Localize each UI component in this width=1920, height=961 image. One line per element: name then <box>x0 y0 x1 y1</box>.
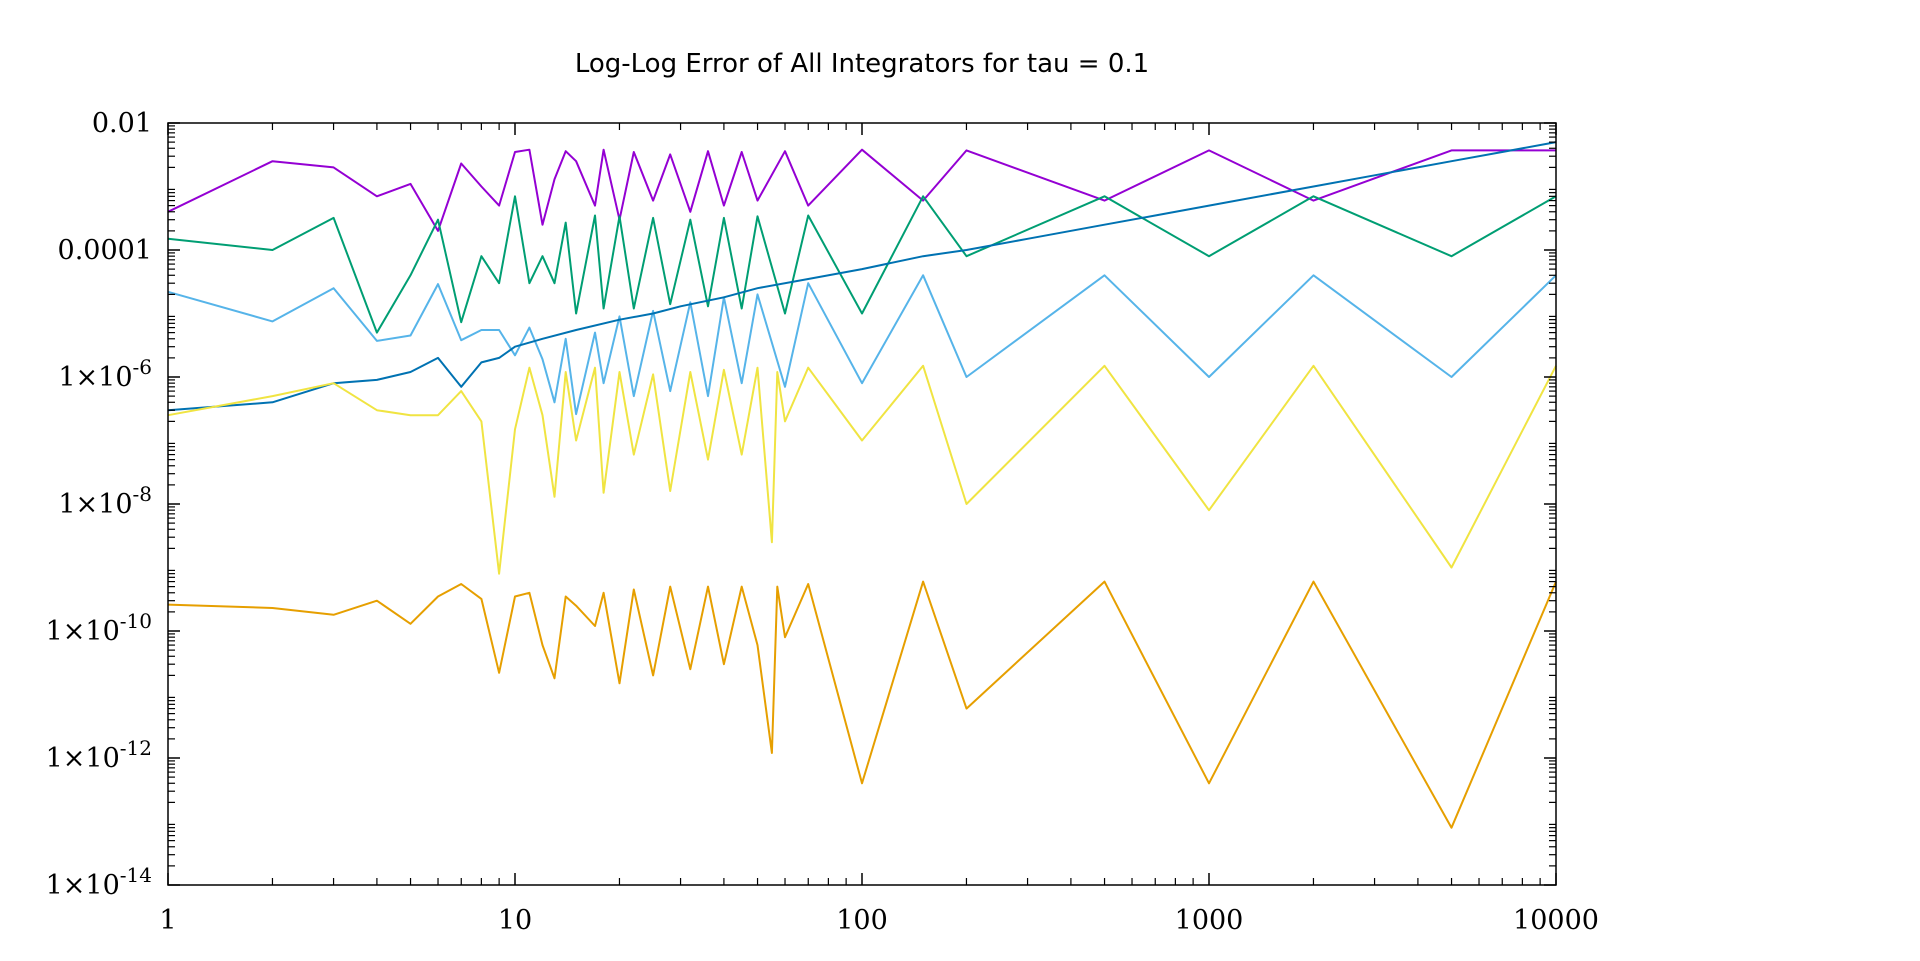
y-tick-label: 1×10-12 <box>46 736 152 774</box>
series-line-4 <box>167 141 1557 412</box>
chart-title: Log-Log Error of All Integrators for tau… <box>575 49 1149 79</box>
x-tick-label: 1000 <box>1175 905 1244 936</box>
x-tick-label: 1 <box>159 905 176 936</box>
y-tick-label: 0.01 <box>92 108 152 139</box>
y-tick-label: 1×10-10 <box>46 609 152 647</box>
x-axis: 1 10 100 1000 10000 <box>159 123 1599 936</box>
x-tick-label: 10 <box>498 905 532 936</box>
y-tick-label: 0.0001 <box>58 235 152 266</box>
series-line-5 <box>167 364 1557 575</box>
y-tick-label: 1×10-8 <box>58 482 152 520</box>
y-tick-label: 1×10-14 <box>46 863 152 901</box>
series-line-1 <box>167 148 1556 232</box>
y-tick-label: 1×10-6 <box>58 355 152 393</box>
y-axis: 0.01 0.0001 1×10-6 1×10-8 1×10-10 1×10-12 1×10… <box>46 108 1556 901</box>
plot-frame <box>167 122 1557 886</box>
x-tick-label: 10000 <box>1513 905 1599 936</box>
series-line-3 <box>167 274 1557 416</box>
series-line-2 <box>167 195 1557 334</box>
series-line-6 <box>167 580 1557 829</box>
series-layer <box>167 141 1557 829</box>
x-tick-label: 100 <box>836 905 888 936</box>
